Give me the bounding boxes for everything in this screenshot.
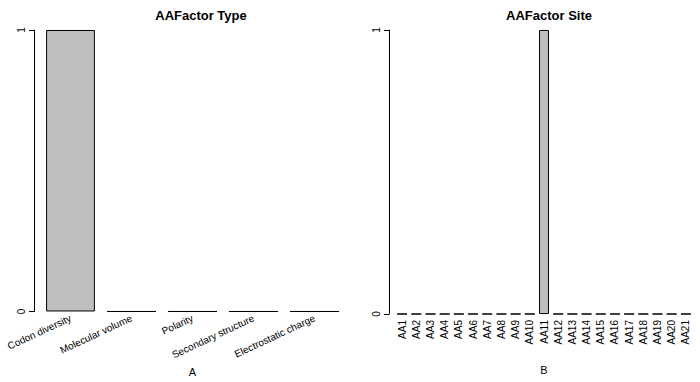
svg-text:1: 1 [371, 27, 382, 33]
svg-text:AA17: AA17 [624, 320, 635, 345]
svg-text:AA4: AA4 [439, 320, 450, 339]
svg-text:Molecular volume: Molecular volume [58, 312, 134, 355]
svg-text:Secondary structure: Secondary structure [170, 312, 256, 361]
svg-text:AA14: AA14 [581, 320, 592, 345]
svg-text:AA6: AA6 [468, 320, 479, 339]
svg-text:A: A [189, 366, 197, 378]
svg-text:Electrostatic charge: Electrostatic charge [233, 312, 318, 359]
svg-text:AA11: AA11 [539, 320, 550, 344]
svg-text:AA1: AA1 [397, 320, 408, 339]
svg-text:AA21: AA21 [680, 320, 691, 345]
svg-text:AA9: AA9 [510, 320, 521, 339]
svg-text:AAFactor Site: AAFactor Site [506, 8, 592, 23]
svg-text:AA12: AA12 [553, 320, 564, 345]
svg-text:AA16: AA16 [609, 320, 620, 345]
svg-text:AA20: AA20 [666, 320, 677, 345]
svg-text:AA13: AA13 [567, 320, 578, 345]
svg-text:1: 1 [16, 27, 27, 33]
svg-text:B: B [540, 364, 547, 376]
svg-text:AA15: AA15 [595, 320, 606, 345]
svg-text:Polarity: Polarity [160, 312, 195, 336]
svg-text:AA3: AA3 [425, 320, 436, 339]
svg-text:AA7: AA7 [482, 320, 493, 339]
svg-text:AA18: AA18 [638, 320, 649, 345]
svg-text:0: 0 [16, 308, 27, 314]
svg-text:AA10: AA10 [524, 320, 535, 345]
svg-text:AA8: AA8 [496, 320, 507, 339]
svg-text:0: 0 [371, 311, 382, 317]
svg-text:AA5: AA5 [453, 320, 464, 339]
svg-text:AA2: AA2 [411, 320, 422, 339]
svg-text:Codon diversity: Codon diversity [5, 312, 73, 352]
svg-text:AA19: AA19 [652, 320, 663, 345]
svg-text:AAFactor Type: AAFactor Type [155, 8, 247, 23]
